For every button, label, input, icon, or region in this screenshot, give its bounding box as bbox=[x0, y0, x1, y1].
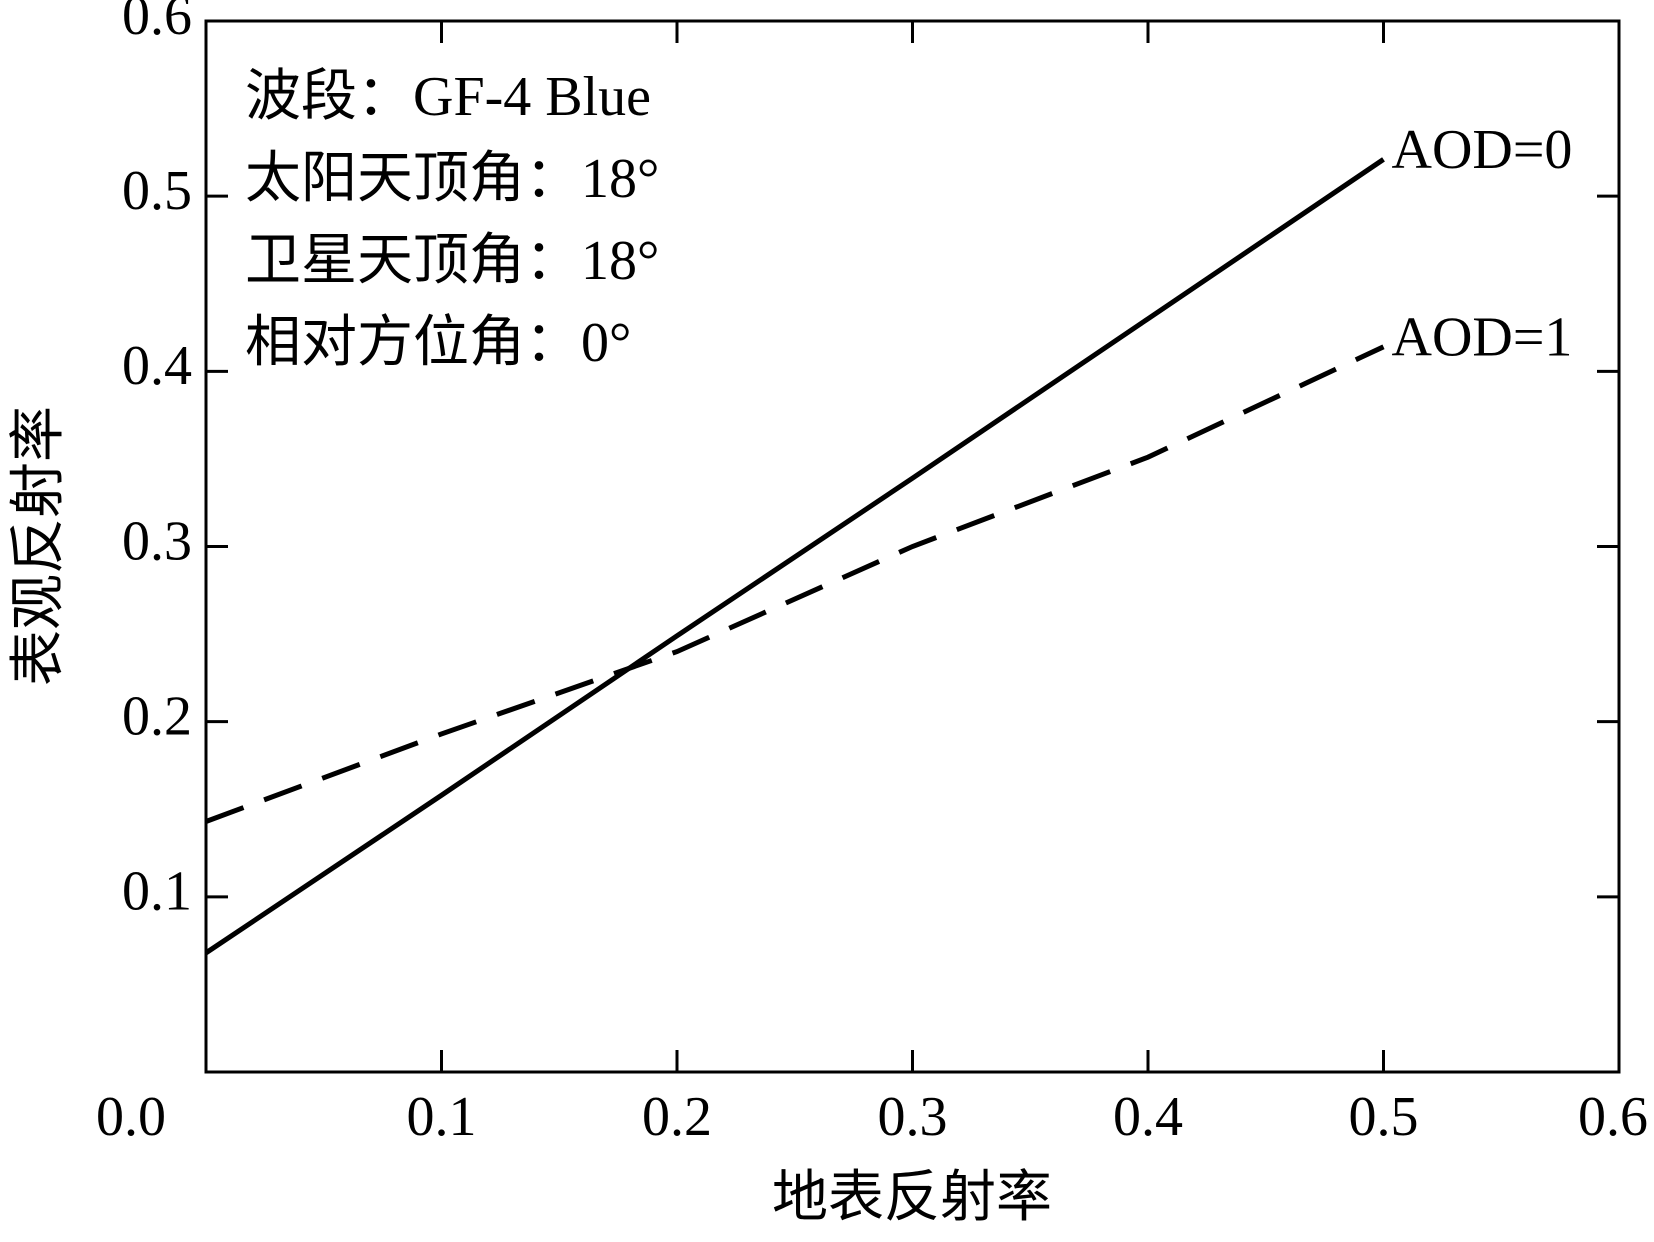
y-tick-label: 0.6 bbox=[122, 0, 192, 47]
y-tick-label: 0.2 bbox=[122, 686, 192, 748]
x-tick-label: 0.2 bbox=[642, 1086, 712, 1148]
x-tick-label: 0.0 bbox=[96, 1086, 166, 1148]
x-tick-label: 0.5 bbox=[1349, 1086, 1419, 1148]
annotation: 相对方位角：0° bbox=[245, 312, 631, 374]
x-tick-label: 0.1 bbox=[407, 1086, 477, 1148]
y-tick-label: 0.3 bbox=[122, 510, 192, 572]
x-axis-label: 地表反射率 bbox=[772, 1167, 1052, 1229]
annotation: 波段：GF-4 Blue bbox=[245, 66, 651, 128]
y-tick-label: 0.5 bbox=[122, 160, 192, 222]
y-axis-label: 表观反射率 bbox=[8, 406, 70, 686]
y-tick-label: 0.1 bbox=[122, 861, 192, 923]
annotation: 太阳天顶角：18° bbox=[245, 148, 659, 210]
series-label: AOD=1 bbox=[1392, 307, 1573, 369]
series-line bbox=[204, 157, 1385, 955]
x-tick-label: 0.6 bbox=[1578, 1086, 1648, 1148]
x-tick-label: 0.4 bbox=[1113, 1086, 1183, 1148]
y-tick-label: 0.4 bbox=[122, 335, 192, 397]
series-label: AOD=0 bbox=[1392, 119, 1573, 181]
annotation: 卫星天顶角：18° bbox=[245, 230, 659, 292]
x-tick-label: 0.3 bbox=[878, 1086, 948, 1148]
series-line bbox=[205, 344, 1385, 824]
